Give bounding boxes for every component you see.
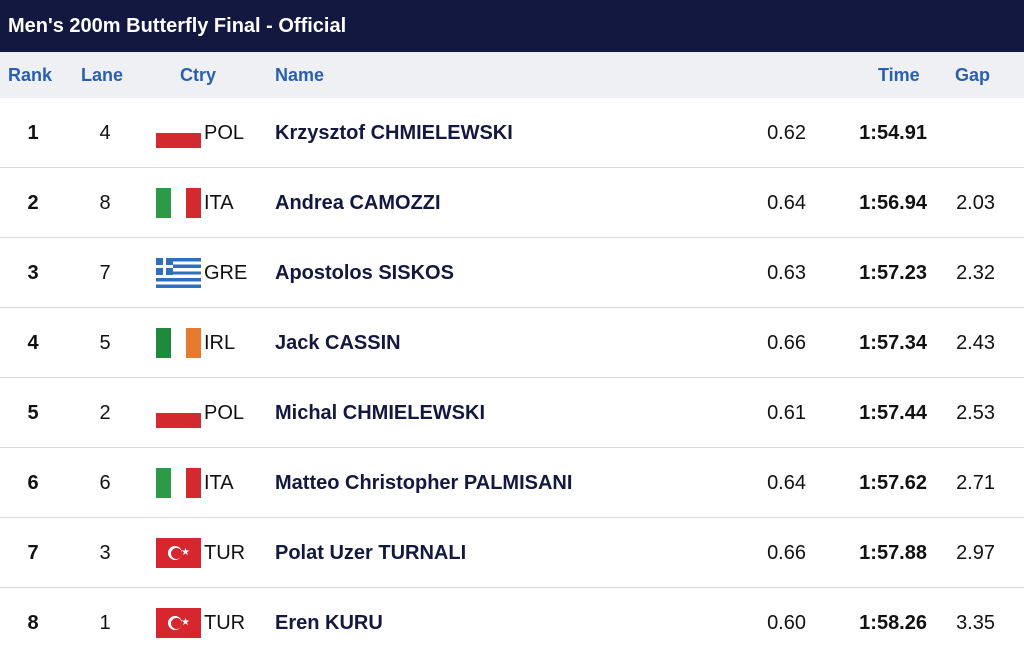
- gap-cell: 2.03: [956, 192, 995, 214]
- reaction-time: 0.64: [767, 192, 806, 214]
- gap-cell: 2.43: [956, 332, 995, 354]
- lane-cell: 8: [99, 192, 111, 214]
- rank-cell: 6: [27, 472, 39, 494]
- athlete-name[interactable]: Apostolos SISKOS: [275, 262, 454, 284]
- reaction-time: 0.63: [767, 262, 806, 284]
- poland-flag-icon: [156, 118, 201, 148]
- column-header-name[interactable]: Name: [275, 65, 325, 85]
- lane-cell: 5: [99, 332, 111, 354]
- table-row[interactable]: 4 5 IRL Jack CASSIN 0.66 1:57.34 2.43: [0, 308, 1024, 378]
- table-row[interactable]: 6 6 ITA Matteo Christopher PALMISANI 0.6…: [0, 448, 1024, 518]
- country-code: ITA: [204, 192, 234, 214]
- rank-cell: 4: [27, 332, 39, 354]
- turkey-flag-icon: ★: [156, 538, 201, 568]
- country-code: ITA: [204, 472, 234, 494]
- table-row[interactable]: 5 2 POL Michal CHMIELEWSKI 0.61 1:57.44 …: [0, 378, 1024, 448]
- athlete-name[interactable]: Krzysztof CHMIELEWSKI: [275, 122, 513, 144]
- results-table-body: 1 4 POL Krzysztof CHMIELEWSKI 0.62 1:54.…: [0, 98, 1024, 658]
- athlete-name[interactable]: Andrea CAMOZZI: [275, 192, 441, 214]
- gap-cell: 3.35: [956, 612, 995, 634]
- country-code: GRE: [204, 262, 248, 284]
- rank-cell: 1: [27, 122, 39, 144]
- athlete-name[interactable]: Eren KURU: [275, 612, 383, 634]
- country-code: IRL: [204, 332, 236, 354]
- country-code: POL: [204, 402, 245, 424]
- finish-time: 1:57.44: [859, 402, 927, 424]
- column-header-ctry[interactable]: Ctry: [180, 65, 217, 85]
- finish-time: 1:57.34: [859, 332, 927, 354]
- finish-time: 1:58.26: [859, 612, 927, 634]
- athlete-name[interactable]: Michal CHMIELEWSKI: [275, 402, 486, 424]
- results-title-bar: Men's 200m Butterfly Final - Official: [0, 0, 1024, 52]
- page-title: Men's 200m Butterfly Final - Official: [8, 14, 347, 37]
- gap-cell: 2.71: [956, 472, 995, 494]
- table-row[interactable]: 7 3 ★ TUR Polat Uzer TURNALI 0.66 1:57.8…: [0, 518, 1024, 588]
- greece-flag-icon: [156, 258, 201, 288]
- country-code: POL: [204, 122, 245, 144]
- country-code: TUR: [204, 612, 246, 634]
- gap-cell: 2.97: [956, 542, 995, 564]
- ireland-flag-icon: [156, 328, 201, 358]
- table-row[interactable]: 1 4 POL Krzysztof CHMIELEWSKI 0.62 1:54.…: [0, 98, 1024, 168]
- lane-cell: 1: [99, 612, 111, 634]
- reaction-time: 0.62: [767, 122, 806, 144]
- gap-cell: 2.53: [956, 402, 995, 424]
- rank-cell: 3: [27, 262, 39, 284]
- lane-cell: 6: [99, 472, 111, 494]
- table-row[interactable]: 3 7 GRE Apostolos SISKOS 0.63 1:57.23 2.…: [0, 238, 1024, 308]
- athlete-name[interactable]: Matteo Christopher PALMISANI: [275, 472, 573, 494]
- lane-cell: 2: [99, 402, 111, 424]
- column-header-gap[interactable]: Gap: [955, 65, 991, 85]
- italy-flag-icon: [156, 188, 201, 218]
- poland-flag-icon: [156, 398, 201, 428]
- column-header-time[interactable]: Time: [878, 65, 920, 85]
- rank-cell: 2: [27, 192, 39, 214]
- finish-time: 1:57.23: [859, 262, 927, 284]
- rank-cell: 8: [27, 612, 39, 634]
- lane-cell: 7: [99, 262, 111, 284]
- rank-cell: 5: [27, 402, 39, 424]
- reaction-time: 0.60: [767, 612, 806, 634]
- athlete-name[interactable]: Jack CASSIN: [275, 332, 401, 354]
- column-header-lane[interactable]: Lane: [81, 65, 124, 85]
- rank-cell: 7: [27, 542, 39, 564]
- gap-cell: 2.32: [956, 262, 995, 284]
- italy-flag-icon: [156, 468, 201, 498]
- athlete-name[interactable]: Polat Uzer TURNALI: [275, 542, 467, 564]
- lane-cell: 4: [99, 122, 111, 144]
- finish-time: 1:54.91: [859, 122, 927, 144]
- lane-cell: 3: [99, 542, 111, 564]
- reaction-time: 0.64: [767, 472, 806, 494]
- column-header-rank[interactable]: Rank: [8, 65, 53, 85]
- finish-time: 1:57.88: [859, 542, 927, 564]
- turkey-flag-icon: ★: [156, 608, 201, 638]
- reaction-time: 0.66: [767, 332, 806, 354]
- table-row[interactable]: 2 8 ITA Andrea CAMOZZI 0.64 1:56.94 2.03: [0, 168, 1024, 238]
- table-header: Rank Lane Ctry Name Time Gap: [0, 52, 1024, 98]
- table-row[interactable]: 8 1 ★ TUR Eren KURU 0.60 1:58.26 3.35: [0, 588, 1024, 658]
- reaction-time: 0.61: [767, 402, 806, 424]
- finish-time: 1:57.62: [859, 472, 927, 494]
- reaction-time: 0.66: [767, 542, 806, 564]
- country-code: TUR: [204, 542, 246, 564]
- finish-time: 1:56.94: [859, 192, 927, 214]
